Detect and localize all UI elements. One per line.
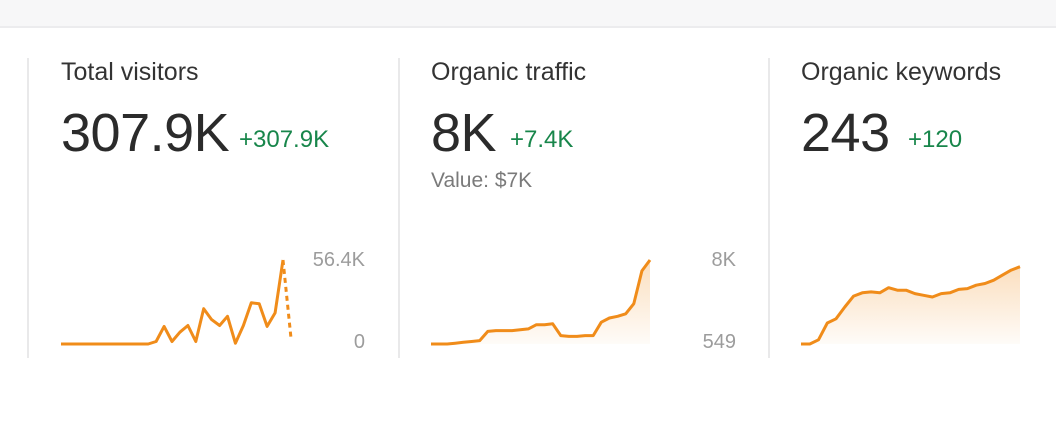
sparkline-chart xyxy=(61,259,293,346)
metric-title: Total visitors xyxy=(61,58,199,86)
sparkline-line xyxy=(801,265,1021,346)
card-divider xyxy=(768,58,770,358)
card-divider xyxy=(398,58,400,358)
sparkline-area xyxy=(801,266,1020,344)
sparkline-chart xyxy=(801,265,1021,346)
sparkline-projection xyxy=(281,259,293,339)
sparkline-line xyxy=(431,259,652,346)
metric-title: Organic keywords xyxy=(801,58,1002,86)
card-divider xyxy=(27,58,29,358)
metric-delta: +7.4K xyxy=(510,126,574,153)
axis-max-label: 56.4K xyxy=(312,249,365,271)
axis-min-label: 0 xyxy=(353,331,365,353)
axis-min-label: 549 xyxy=(702,331,736,353)
metric-card-total-visitors[interactable]: Total visitors 307.9K +307.9K 56.4K 0 xyxy=(61,58,381,358)
metric-value: 8K xyxy=(431,103,497,163)
metric-card-organic-traffic[interactable]: Organic traffic 8K +7.4K Value: $7K 8K 5… xyxy=(431,58,751,358)
metric-delta: +120 xyxy=(908,126,963,153)
metric-card-organic-keywords[interactable]: Organic keywords 243 +120 xyxy=(801,58,1056,358)
metric-title: Organic traffic xyxy=(431,58,587,86)
sparkline-chart xyxy=(431,259,652,346)
sparkline-area xyxy=(431,260,650,344)
metric-value: 307.9K xyxy=(61,103,230,163)
metric-delta: +307.9K xyxy=(239,126,330,153)
metric-value: 243 xyxy=(801,103,890,163)
metric-subtitle: Value: $7K xyxy=(431,169,533,192)
axis-max-label: 8K xyxy=(711,249,736,271)
top-bar xyxy=(0,0,1056,28)
sparkline-line xyxy=(61,259,285,346)
